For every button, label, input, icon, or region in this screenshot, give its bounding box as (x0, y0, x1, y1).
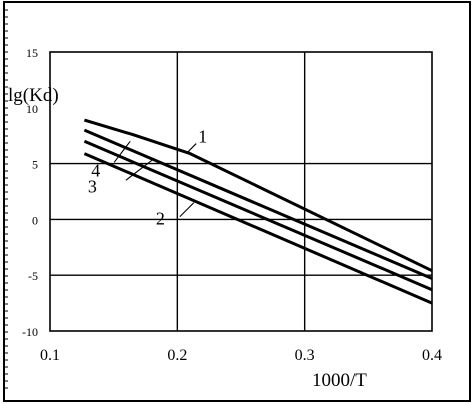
leader-line-3 (125, 159, 153, 181)
series-layer (83, 118, 433, 305)
y-axis-label: lg(Kd) (8, 85, 59, 106)
leader-line-4 (113, 140, 131, 163)
plot-area (49, 51, 433, 332)
y-tick-label: -5 (28, 269, 38, 283)
x-tick-labels: 0.1 0.2 0.3 0.4 (40, 347, 442, 364)
series-label-layer: 1 43 2 (88, 127, 207, 229)
grid (50, 52, 432, 331)
x-tick-label: 0.3 (295, 347, 315, 364)
series-line-2 (83, 152, 433, 305)
series-label-4: 4 (91, 160, 100, 180)
y-tick-labels: 15 10 5 0 -5 -10 (22, 46, 38, 339)
series-line-4 (83, 128, 433, 280)
series-label-1: 1 (198, 127, 207, 147)
y-tick-label: 15 (26, 46, 38, 60)
leader-line-2 (179, 202, 195, 218)
outer-frame (3, 1, 471, 402)
y-tick-label: 5 (32, 158, 38, 172)
series-line-1 (83, 118, 433, 273)
series-line-3 (83, 139, 433, 292)
y-tick-label: 0 (32, 213, 38, 227)
series-label-3: 3 (88, 176, 97, 196)
x-axis-label: 1000/T (312, 370, 367, 391)
x-tick-label: 0.2 (167, 347, 187, 364)
left-ruler (4, 9, 8, 389)
x-tick-label: 0.4 (422, 347, 442, 364)
series-label-2: 2 (156, 209, 165, 229)
y-tick-label: -10 (22, 325, 38, 339)
leader-line-1 (185, 143, 197, 154)
y-tick-label: 10 (26, 102, 38, 116)
x-tick-label: 0.1 (40, 347, 60, 364)
